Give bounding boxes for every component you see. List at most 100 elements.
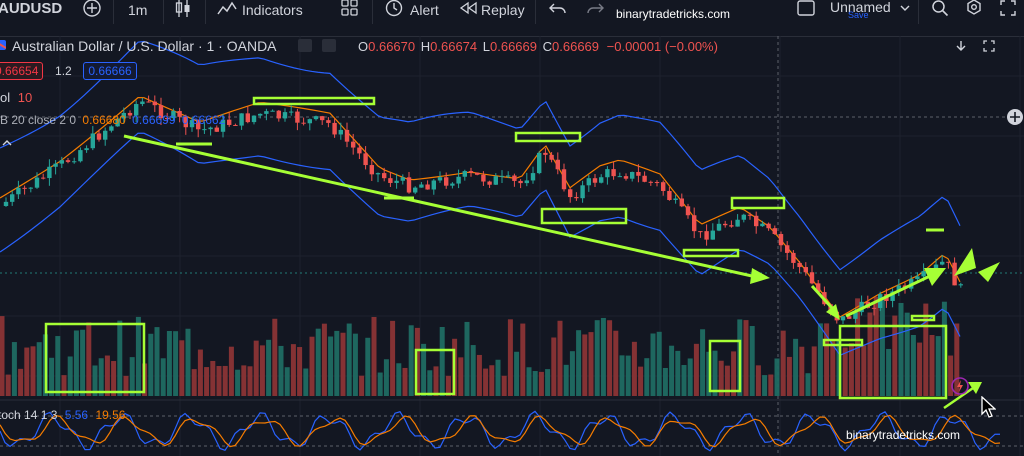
pane-more-icon[interactable] (1006, 39, 1020, 53)
add-symbol-icon[interactable] (82, 0, 102, 18)
fullscreen-icon[interactable] (998, 0, 1018, 18)
redo-icon[interactable] (585, 0, 605, 18)
candle-body (946, 261, 951, 263)
candle-body (456, 176, 461, 184)
volume-bar (749, 326, 755, 396)
candle-body (543, 152, 548, 155)
volume-bar (421, 343, 427, 396)
layout-icon[interactable] (796, 0, 816, 18)
volume-bar (259, 345, 265, 396)
replay-icon[interactable] (458, 0, 478, 18)
stoch-k: 5.56 (64, 408, 89, 422)
volume-bar (780, 330, 786, 396)
cursor-arrow-head (968, 382, 982, 394)
candle-body (747, 214, 753, 216)
candle-body (431, 180, 436, 190)
volume-bar (619, 355, 625, 396)
change-value: −0.00001 (−0.00%) (606, 39, 718, 54)
volume-bar (55, 336, 61, 396)
candle-body (561, 169, 567, 190)
bb-legend: B 20 close 2 0 0.66680 0.66699 0.66662 (0, 113, 225, 127)
settings-gear-icon[interactable] (964, 0, 984, 18)
indicators-button[interactable]: Indicators (242, 2, 303, 18)
replay-button[interactable]: Replay (481, 2, 525, 18)
candle-body (586, 178, 591, 186)
layout-name[interactable]: Unnamed (830, 0, 891, 15)
candle-body (952, 262, 957, 286)
spread-value: 1.2 (55, 64, 72, 78)
add-price-icon[interactable] (1006, 108, 1024, 131)
symbol-search[interactable]: AUDUSD (0, 0, 63, 17)
volume-bar (941, 301, 947, 396)
alert-button[interactable]: Alert (410, 2, 439, 18)
volume-bar (352, 333, 358, 396)
indicators-icon[interactable] (216, 0, 238, 18)
volume-bar (160, 358, 166, 396)
candle-body (183, 116, 188, 128)
collapse-legend-icon[interactable] (1, 136, 13, 154)
candle-body (127, 112, 133, 116)
candle-body (778, 234, 784, 246)
expand-pane-icon[interactable] (982, 39, 996, 56)
lightning-icon[interactable] (950, 376, 970, 401)
quick-search-icon[interactable] (930, 0, 950, 18)
legend-eye-icon[interactable] (298, 39, 312, 52)
candles-chart-type-icon[interactable] (174, 0, 192, 18)
price-chart[interactable] (0, 36, 1024, 456)
alert-clock-icon[interactable] (384, 0, 404, 18)
templates-grid-icon[interactable] (340, 0, 360, 18)
volume-bar (483, 368, 489, 396)
volume-bar (631, 341, 637, 396)
save-link[interactable]: Save (848, 10, 869, 20)
bid-price[interactable]: 0.66654 (0, 62, 44, 80)
candle-body (933, 264, 939, 270)
volume-bar (371, 316, 377, 396)
volume-bar (607, 320, 613, 396)
candle-body (357, 147, 362, 154)
open-value: 0.66670 (368, 39, 416, 54)
candle-body (890, 291, 895, 301)
highlight-box (730, 196, 786, 210)
volume-bar (514, 351, 520, 396)
bb-basis: 0.66680 (82, 113, 126, 127)
volume-bar (644, 358, 650, 396)
candle-body (871, 307, 877, 309)
undo-icon[interactable] (548, 0, 568, 18)
collapse-down-icon[interactable] (954, 39, 968, 56)
volume-bar (855, 298, 861, 396)
volume-bar (786, 356, 792, 396)
ask-price[interactable]: 0.66666 (83, 62, 137, 80)
volume-bar (36, 342, 42, 396)
candle-body (152, 101, 157, 106)
candle-body (34, 177, 40, 188)
volume-bar (755, 365, 761, 396)
candle-body (481, 174, 486, 182)
volume-bar (179, 340, 185, 396)
volume-bar (948, 355, 954, 396)
candle-body (760, 223, 765, 227)
candle-body (661, 182, 666, 191)
volume-bar (216, 366, 222, 396)
volume-bar (315, 328, 321, 396)
candle-body (413, 187, 418, 193)
candle-body (165, 118, 170, 120)
small-right-arrow (978, 262, 1000, 282)
candle-body (499, 175, 505, 177)
volume-bar (638, 366, 644, 396)
bb-lower: 0.66662 (181, 113, 226, 127)
candle-body (921, 271, 926, 277)
candle-body (537, 152, 542, 174)
candle-body (90, 133, 95, 149)
candle-body (115, 118, 120, 127)
volume-bar (817, 323, 823, 396)
candle-body (580, 185, 585, 199)
candle-body (282, 112, 288, 119)
candle-body (59, 160, 64, 164)
candle-body (78, 150, 83, 162)
volume-bar (154, 327, 160, 396)
legend-settings-icon[interactable] (322, 39, 336, 52)
chevron-down-icon[interactable] (898, 0, 912, 18)
volume-bar (613, 330, 619, 396)
candle-body (338, 129, 343, 135)
interval-button[interactable]: 1m (128, 2, 148, 18)
